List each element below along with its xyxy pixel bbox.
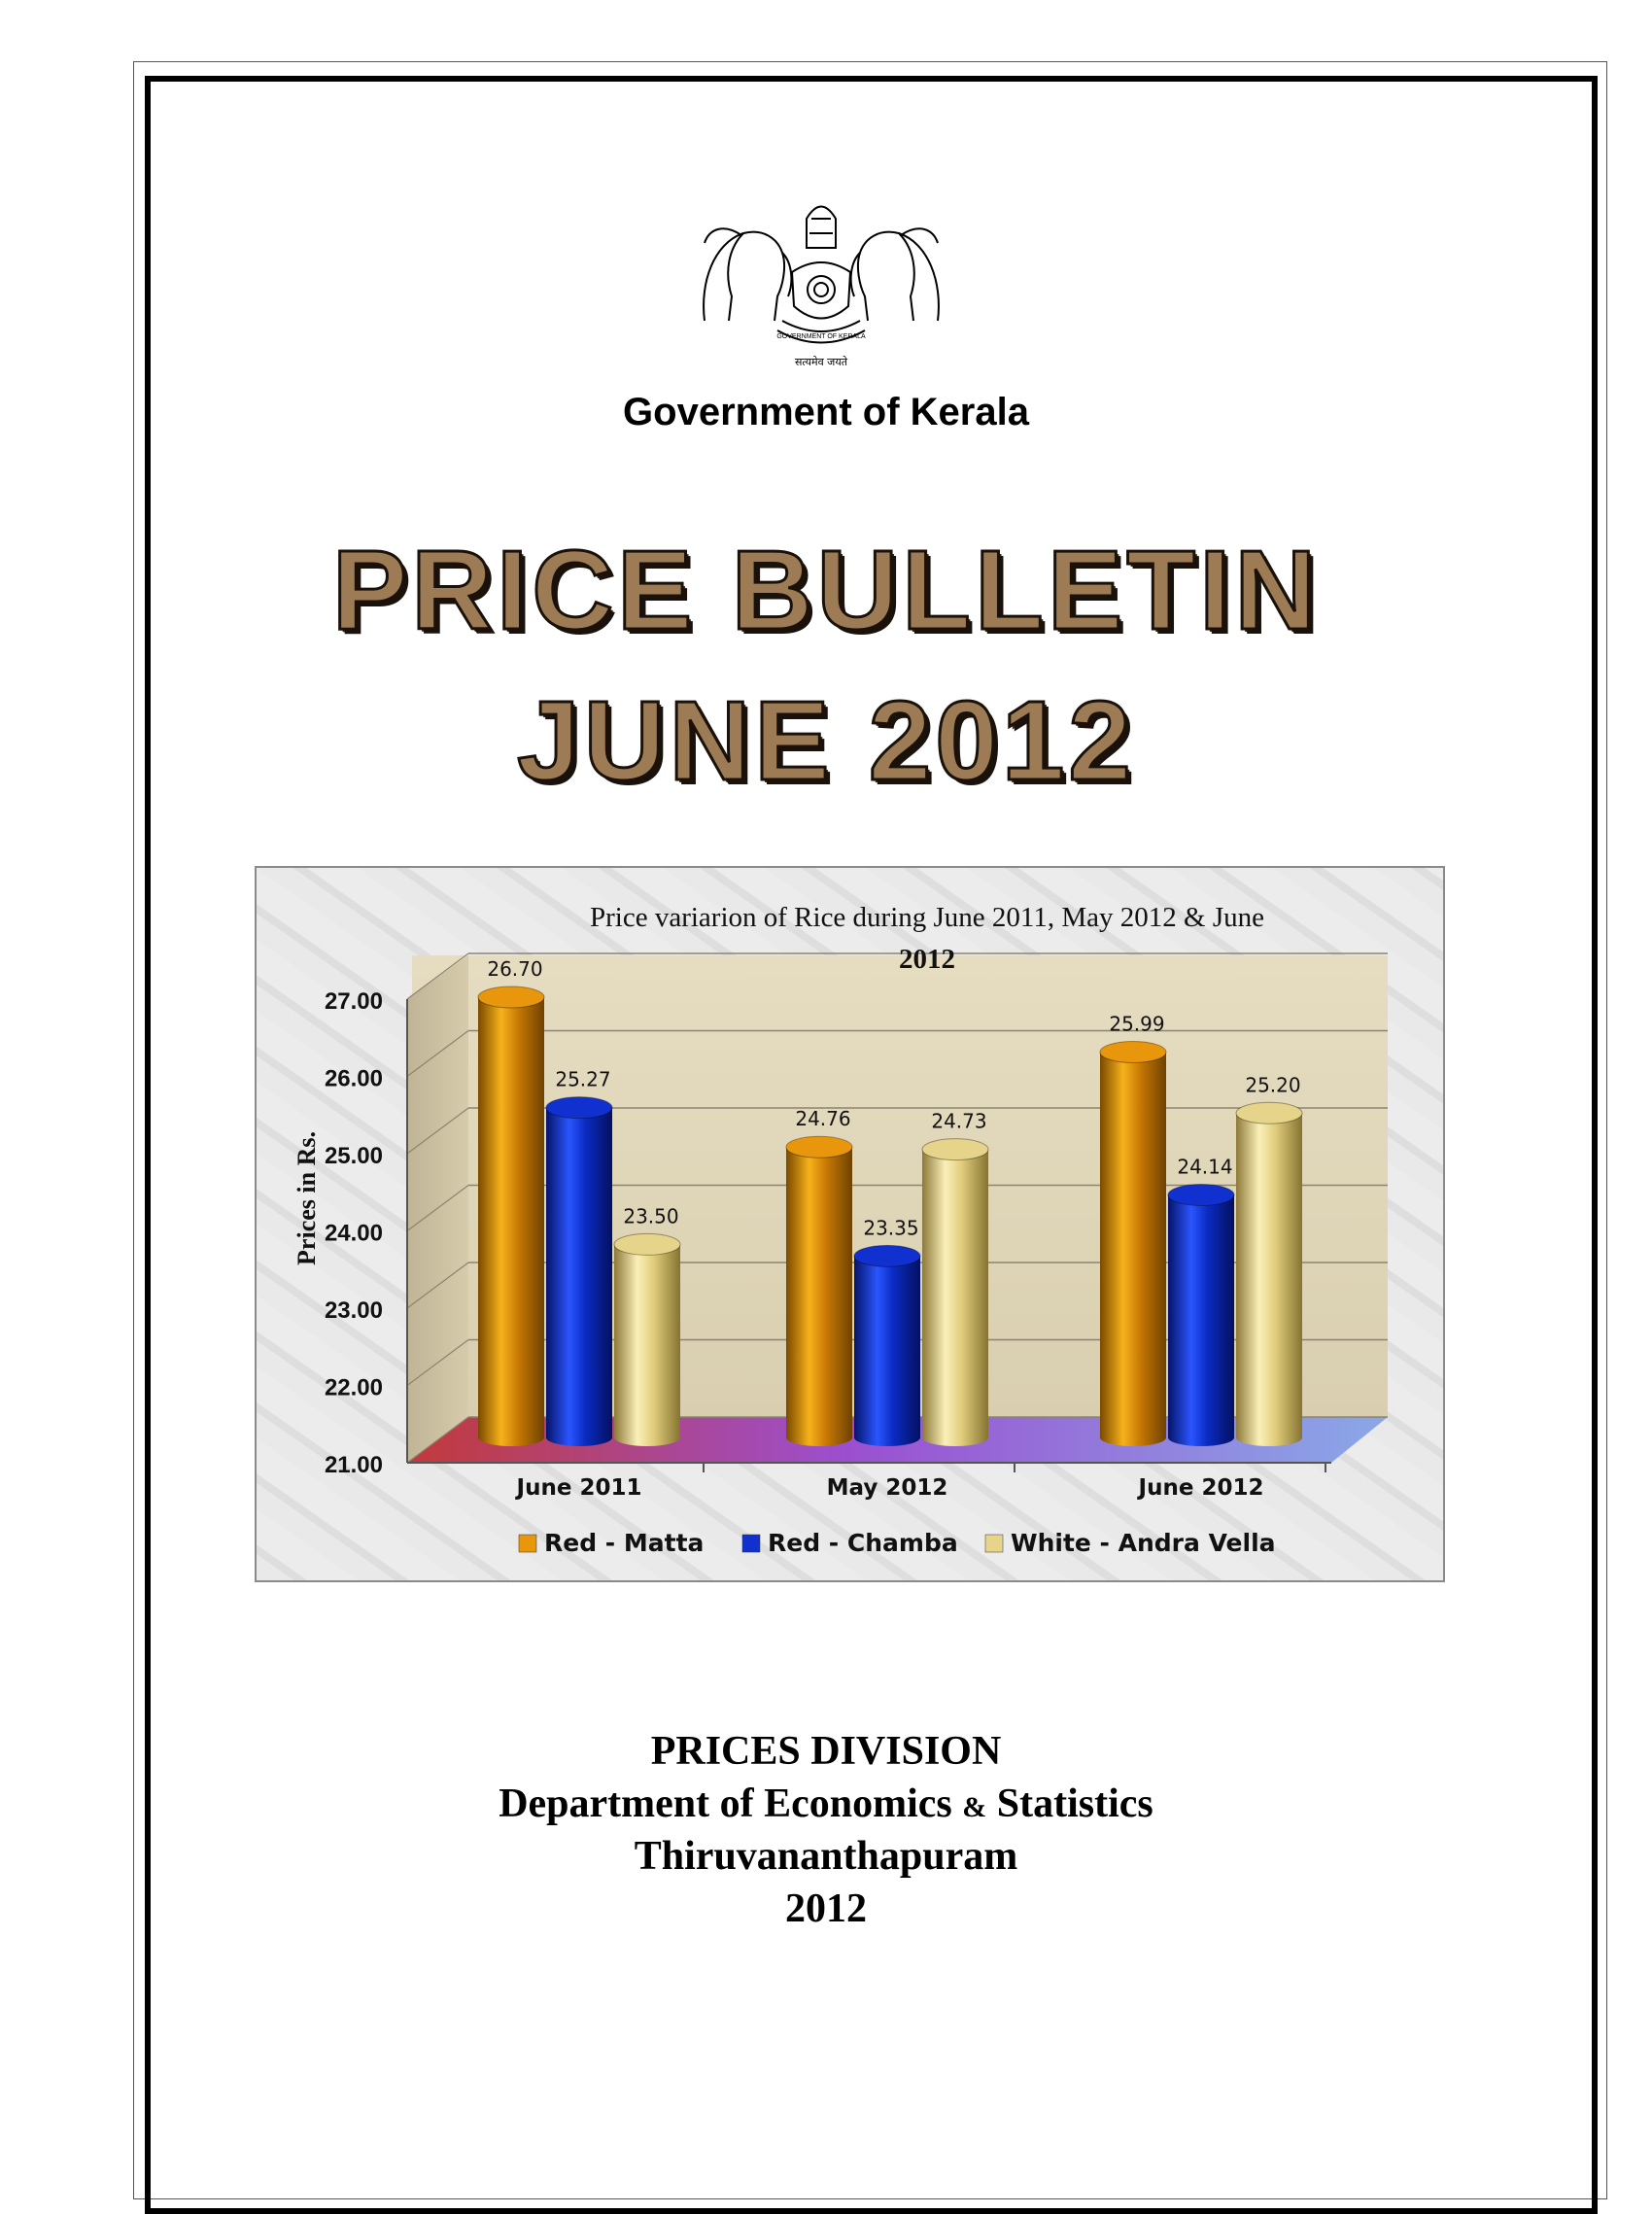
data-label: 23.35 [863,1216,918,1239]
data-label: 24.14 [1177,1156,1232,1179]
gridline-side [406,952,469,1000]
chart-title-line-1: Price variarion of Rice during June 2011… [590,902,1264,933]
bar [1099,1040,1167,1446]
data-label: 24.76 [795,1107,850,1130]
y-tick-label: 26.00 [325,1066,383,1092]
gridline-side [406,1185,469,1231]
legend-item: Red - Chamba [741,1529,958,1557]
y-tick-label: 22.00 [325,1375,383,1401]
legend-label: White - Andra Vella [1011,1529,1276,1557]
footer-city: Thiruvananthapuram [634,1834,1018,1879]
bar [545,1096,613,1446]
y-tick-label: 23.00 [325,1297,383,1324]
footer-division: PRICES DIVISION [650,1729,1002,1774]
legend-swatch [518,1534,537,1553]
legend-swatch [984,1534,1004,1553]
bulletin-month: JUNE 2012 [516,676,1135,806]
footer-department-b: Statistics [986,1782,1153,1826]
bar [921,1138,989,1446]
x-tick-label: June 2011 [515,1475,642,1501]
emblem-motto: सत्यमेव जयते [795,356,848,368]
chart-svg: 27.00 26.00 25.00 24.00 23.00 22.00 21.00 June … [293,902,1388,1557]
bar [613,1232,681,1446]
data-label: 23.50 [623,1204,678,1228]
data-label: 26.70 [487,957,542,981]
y-tick-label: 25.00 [325,1143,383,1169]
footer-department-amp: & [962,1791,987,1823]
y-tick-label: 24.00 [325,1221,383,1247]
gridline-side [406,1262,469,1309]
y-tick-label: 27.00 [325,988,383,1015]
gridline-side [406,1416,469,1464]
government-title: Government of Kerala [623,391,1029,433]
bar [1167,1184,1235,1446]
data-label: 25.99 [1109,1012,1164,1035]
gridline-side [406,1339,469,1386]
x-tick-label: June 2012 [1137,1475,1264,1501]
x-tick-label: May 2012 [827,1475,948,1501]
data-label: 25.20 [1245,1073,1300,1096]
legend-item: Red - Matta [518,1529,704,1557]
kerala-emblem-icon: सत्यमेव जयते GOVERNMENT OF KERALA [703,205,940,368]
bar [1235,1101,1303,1446]
rice-price-chart: 27.00 26.00 25.00 24.00 23.00 22.00 21.00 June … [255,866,1445,1582]
data-label: 25.27 [555,1068,610,1091]
legend-label: Red - Matta [544,1529,704,1557]
footer-year: 2012 [785,1886,867,1931]
footer-department-a: Department of Economics [499,1782,963,1826]
bar [477,986,545,1446]
data-label: 24.73 [931,1110,986,1133]
gridline-side [406,1107,469,1155]
legend-swatch [741,1534,761,1553]
emblem-ribbon: GOVERNMENT OF KERALA [776,333,866,340]
bulletin-title: PRICE BULLETIN [330,526,1321,655]
bar [853,1244,921,1446]
chart-title-line-2: 2012 [899,944,955,975]
legend-label: Red - Chamba [768,1529,958,1557]
chart-y-label: Prices in Rs. [293,1131,321,1265]
bar [785,1135,853,1446]
y-tick-label: 21.00 [325,1452,383,1478]
chart-side-wall [407,955,468,1463]
footer-department: Department of Economics & Statistics [0,1781,1652,1827]
gridline-side [406,1030,469,1077]
legend-item: White - Andra Vella [984,1529,1276,1557]
